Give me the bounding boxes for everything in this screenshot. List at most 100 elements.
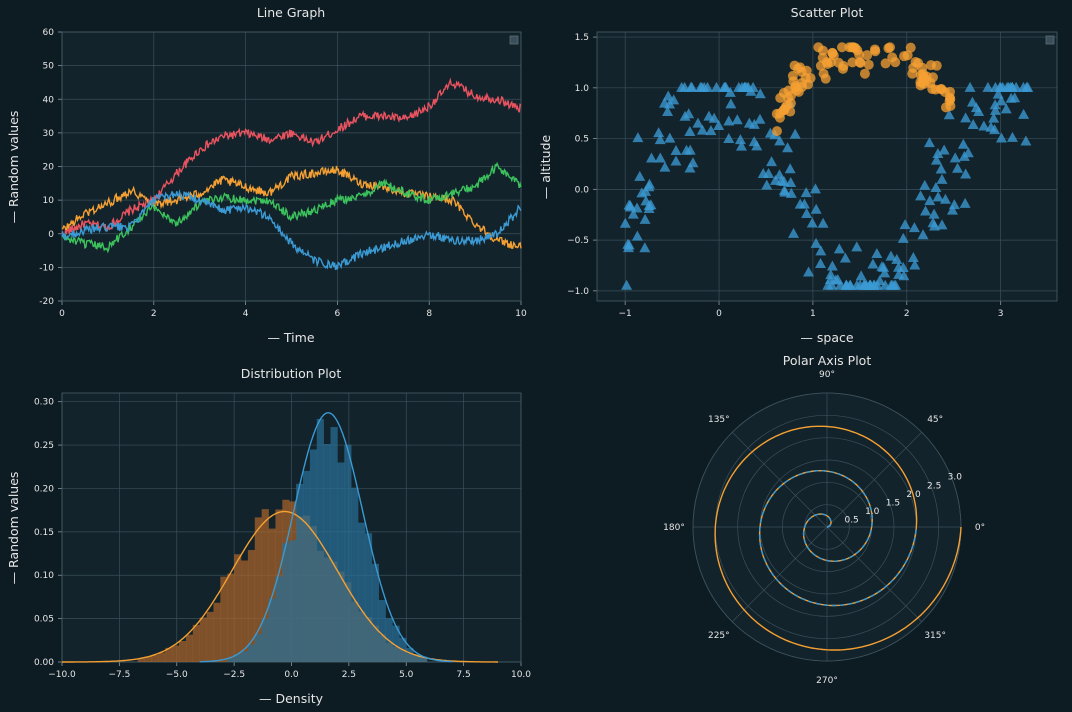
histogram-bar-blue [282, 543, 290, 662]
line-chart-title: Line Graph [257, 5, 325, 20]
scatter-point-blue [623, 242, 635, 253]
polar-series-blue [758, 470, 917, 607]
scatter-point-blue [664, 98, 676, 109]
scatter-point-blue [734, 134, 746, 145]
distribution-chart-tick-label-y: 0.05 [34, 615, 54, 625]
scatter-point-orange [917, 77, 928, 88]
scatter-point-blue [725, 98, 737, 109]
scatter-point-orange [787, 70, 798, 81]
distribution-chart-tick-label-x: 10.0 [511, 670, 531, 680]
scatter-point-orange [917, 62, 928, 73]
scatter-point-blue [679, 110, 691, 121]
scatter-point-blue [720, 81, 732, 92]
scatter-point-blue [932, 191, 944, 202]
distribution-chart-tick-label-x: −10.0 [48, 670, 76, 680]
histogram-bar-blue [275, 576, 283, 662]
scatter-point-blue [779, 186, 791, 197]
scatter-point-blue [871, 248, 883, 259]
histogram-bar-blue [330, 427, 338, 662]
scatter-point-blue [710, 81, 722, 92]
scatter-point-orange [890, 57, 901, 68]
line-chart-tick-label-x: 0 [59, 309, 65, 319]
line-chart-tick-label-y: 20 [43, 163, 55, 173]
scatter-point-blue [1006, 81, 1018, 92]
scatter-point-blue [754, 88, 766, 99]
scatter-point-blue [806, 217, 818, 228]
scatter-point-blue [687, 157, 699, 168]
polar-angle-label: 270° [816, 676, 838, 686]
scatter-point-blue [936, 219, 948, 230]
distribution-chart-tick-label-x: −5.0 [166, 670, 188, 680]
scatter-point-orange [818, 68, 829, 79]
line-chart-tick-label-y: 10 [43, 196, 55, 206]
scatter-point-blue [822, 279, 834, 290]
scatter-point-orange [785, 90, 796, 101]
line-chart-tick-label-x: 6 [335, 309, 341, 319]
scatter-point-blue [917, 229, 929, 240]
scatter-point-blue [1006, 131, 1018, 142]
density-curve-blue [199, 412, 453, 663]
scatter-point-blue [785, 187, 797, 198]
line-chart-xlabel: — Time [267, 330, 314, 345]
scatter-point-blue [731, 114, 743, 125]
scatter-point-blue [782, 142, 794, 153]
scatter-point-blue [899, 219, 911, 230]
line-chart-tick-label-y: 30 [43, 129, 55, 139]
histogram-bar-blue [302, 470, 311, 662]
histogram-bar-orange [179, 640, 187, 662]
distribution-chart-ylabel: — Random values [6, 472, 21, 585]
scatter-point-blue [826, 260, 838, 271]
scatter-point-blue [643, 178, 655, 189]
histogram-bar-orange [172, 645, 180, 662]
scatter-point-blue [834, 279, 846, 290]
scatter-point-blue [775, 175, 787, 186]
scatter-point-blue [814, 257, 826, 268]
scatter-point-orange [880, 58, 891, 69]
scatter-point-blue [879, 267, 891, 278]
scatter-point-blue [891, 253, 903, 264]
histogram-bar-blue [378, 599, 386, 662]
polar-radial-label: 2.5 [927, 481, 941, 491]
histogram-bar-orange [165, 647, 173, 662]
scatter-point-blue [867, 258, 879, 269]
scatter-point-blue [659, 161, 671, 172]
scatter-point-blue [897, 232, 909, 243]
scatter-point-blue [932, 148, 944, 159]
scatter-point-orange [940, 102, 951, 113]
histogram-bar-orange [137, 658, 145, 662]
histogram-bar-orange [234, 554, 242, 662]
scatter-point-orange [817, 52, 828, 63]
scatter-point-orange [905, 42, 916, 53]
scatter-point-blue [957, 138, 969, 149]
scatter-point-orange [870, 46, 881, 57]
scatter-point-blue [943, 109, 955, 120]
distribution-chart-tick-label-y: 0.00 [34, 658, 54, 668]
scatter-point-blue [670, 145, 682, 156]
scatter-point-orange [945, 94, 956, 105]
scatter-point-blue [723, 132, 735, 143]
scatter-point-blue [788, 227, 800, 238]
histogram-bar-blue [406, 647, 414, 662]
scatter-point-blue [935, 163, 947, 174]
scatter-point-orange [936, 84, 947, 95]
scatter-point-blue [959, 197, 971, 208]
scatter-point-blue [800, 187, 812, 198]
distribution-chart-tick-label-x: 7.5 [456, 670, 470, 680]
histogram-bar-orange [144, 656, 152, 662]
polar-angle-label: 180° [663, 523, 685, 533]
histogram-bar-blue [247, 644, 256, 662]
histogram-bar-orange [213, 602, 221, 662]
histogram-bar-blue [261, 618, 269, 662]
scatter-point-orange [907, 68, 918, 79]
scatter-chart-tick-label-x: 2 [904, 309, 910, 319]
scatter-point-orange [827, 47, 838, 58]
histogram-bar-blue [241, 651, 249, 662]
scatter-point-blue [907, 251, 919, 262]
scatter-point-blue [893, 268, 905, 279]
histogram-bar-blue [413, 654, 421, 662]
histogram-bar-blue [316, 418, 324, 662]
scatter-point-blue [1005, 92, 1017, 103]
scatter-point-blue [946, 204, 958, 215]
scatter-point-blue [621, 279, 633, 290]
histogram-bar-orange [247, 550, 256, 662]
